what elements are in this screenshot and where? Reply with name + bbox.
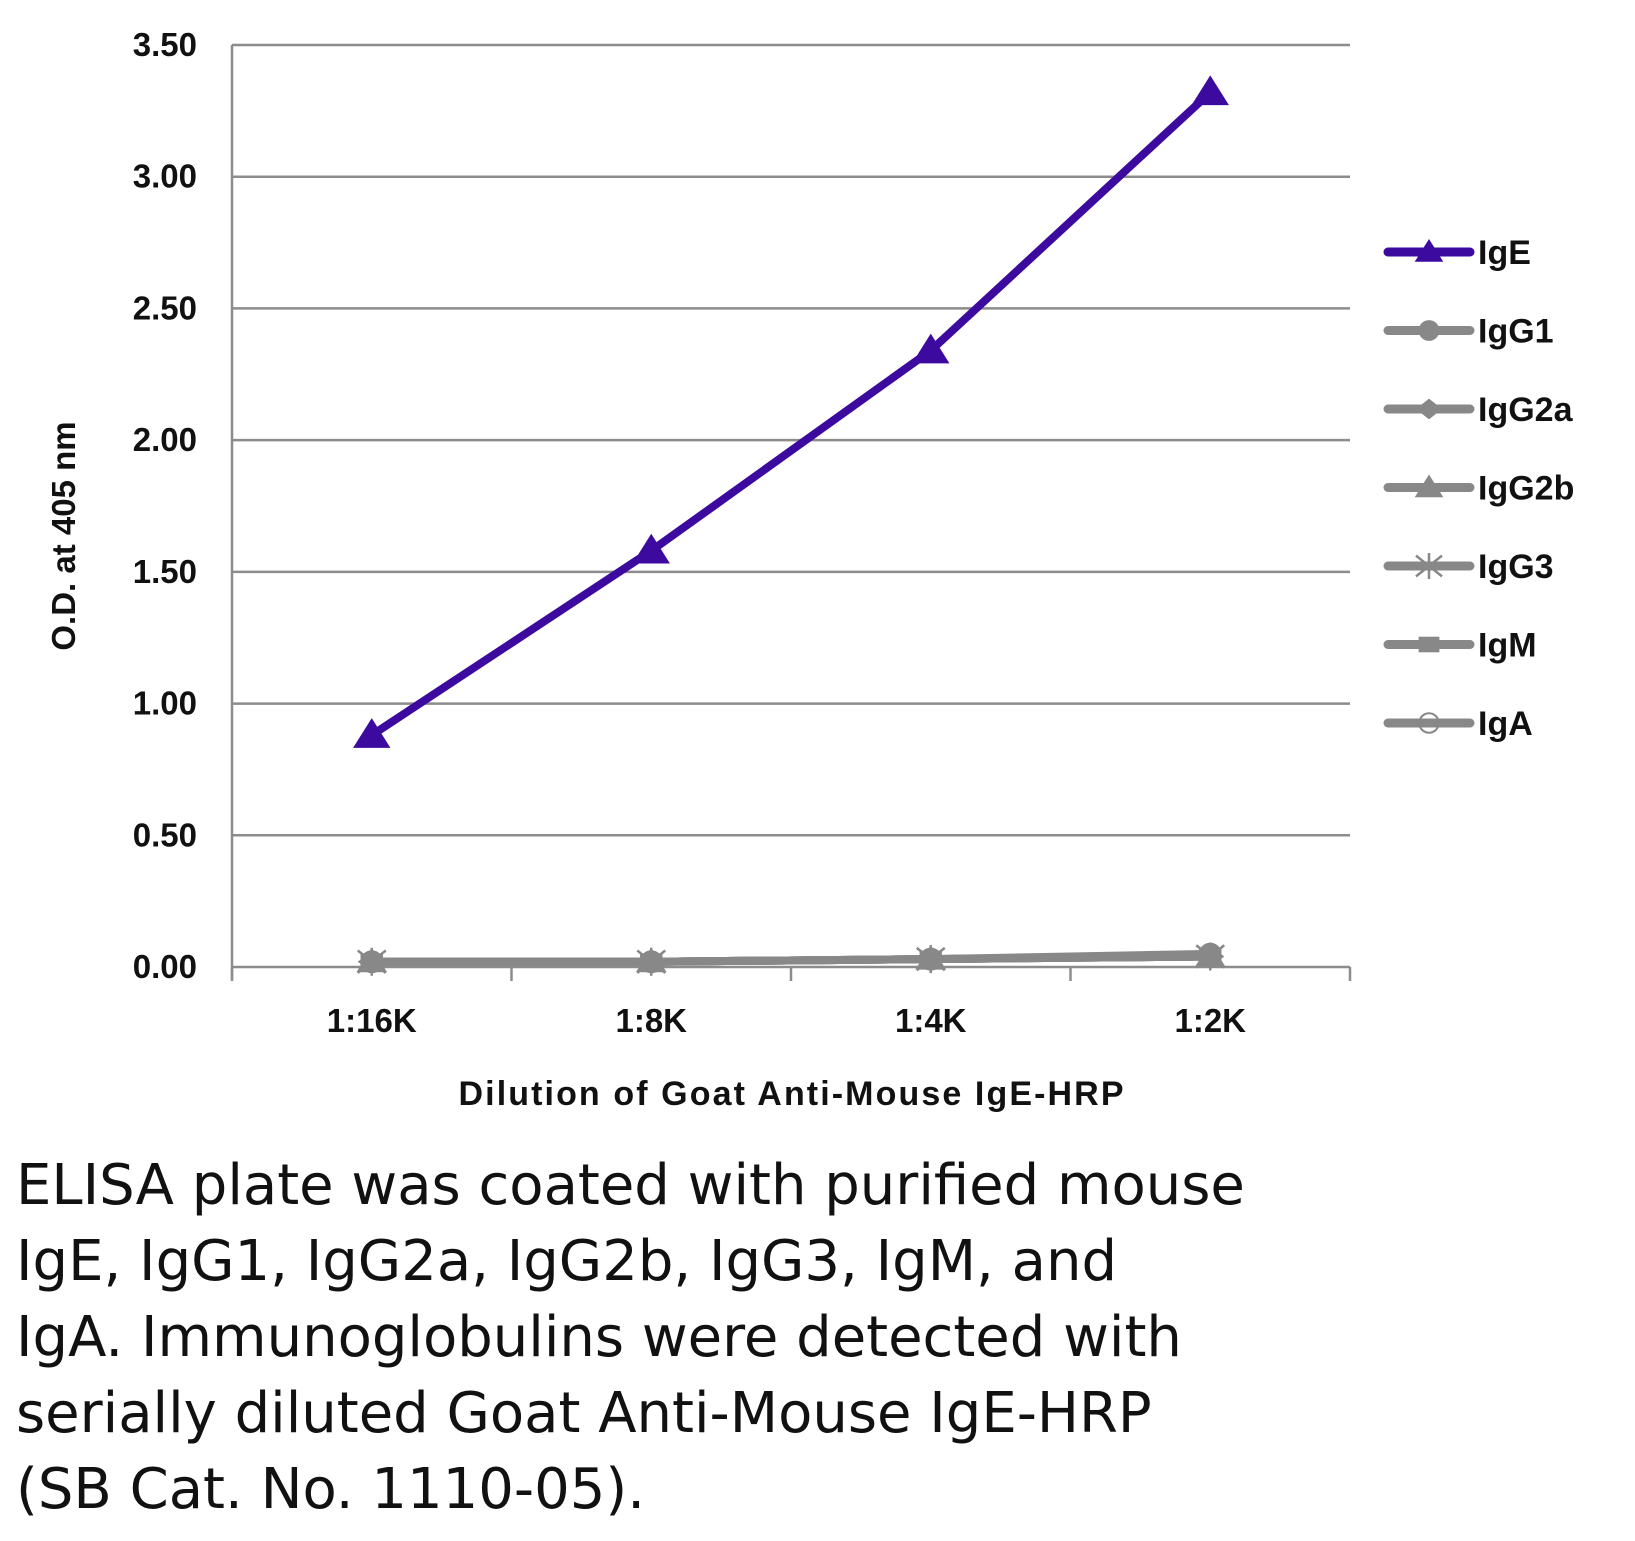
legend-marker-igg2b [1414, 474, 1444, 498]
legend-marker-igg1 [1418, 320, 1440, 341]
legend-label-igg2a: IgG2a [1478, 391, 1574, 429]
legend-marker-igm [1418, 636, 1440, 653]
x-tick-label: 1:8K [615, 1002, 687, 1039]
legend-marker-iga [1418, 712, 1440, 734]
legend-label-igm: IgM [1478, 627, 1537, 665]
legend-label-igg3: IgG3 [1478, 548, 1554, 586]
y-tick-label: 3.50 [133, 26, 197, 63]
y-tick-label: 0.50 [133, 816, 197, 853]
data-point-ige [632, 533, 670, 564]
x-tick-label: 1:16K [327, 1002, 417, 1039]
series-line-ige [369, 89, 1213, 739]
x-tick-label: 1:4K [895, 1002, 967, 1039]
y-tick-label: 2.50 [133, 289, 197, 326]
x-axis-title: Dilution of Goat Anti-Mouse IgE-HRP [459, 1075, 1124, 1113]
legend-marker-igg3 [1415, 553, 1443, 579]
series-line-igg1 [371, 949, 1211, 966]
elisa-line-chart: 0.00 0.50 1.00 1.50 2.00 2.50 3.00 3.50 1:16K 1:8… [45, 26, 1574, 1113]
y-tick-label: 1.00 [133, 685, 197, 722]
legend-label-iga: IgA [1478, 705, 1533, 743]
y-tick-label: 0.00 [133, 948, 197, 985]
data-point-igg1 [640, 950, 663, 973]
data-point-igg1 [1199, 942, 1222, 966]
data-point-ige [912, 333, 950, 364]
data-point-ige [353, 718, 391, 748]
data-point-ige [1191, 75, 1229, 106]
data-point-igg1 [360, 950, 383, 973]
legend-label-igg1: IgG1 [1478, 313, 1554, 351]
legend-marker-igg2a [1416, 398, 1442, 420]
legend-label-ige: IgE [1478, 234, 1531, 272]
figure-caption: ELISA plate was coated with purified mou… [16, 1153, 1245, 1522]
y-tick-label: 2.00 [133, 421, 197, 458]
y-axis-title: O.D. at 405 nm [45, 421, 82, 650]
legend-marker-ige [1414, 239, 1444, 262]
y-tick-label: 1.50 [133, 553, 197, 590]
legend-label-igg2b: IgG2b [1478, 470, 1574, 508]
data-point-igg1 [919, 947, 942, 971]
x-tick-label: 1:2K [1174, 1002, 1246, 1039]
y-tick-label: 3.00 [133, 158, 197, 195]
